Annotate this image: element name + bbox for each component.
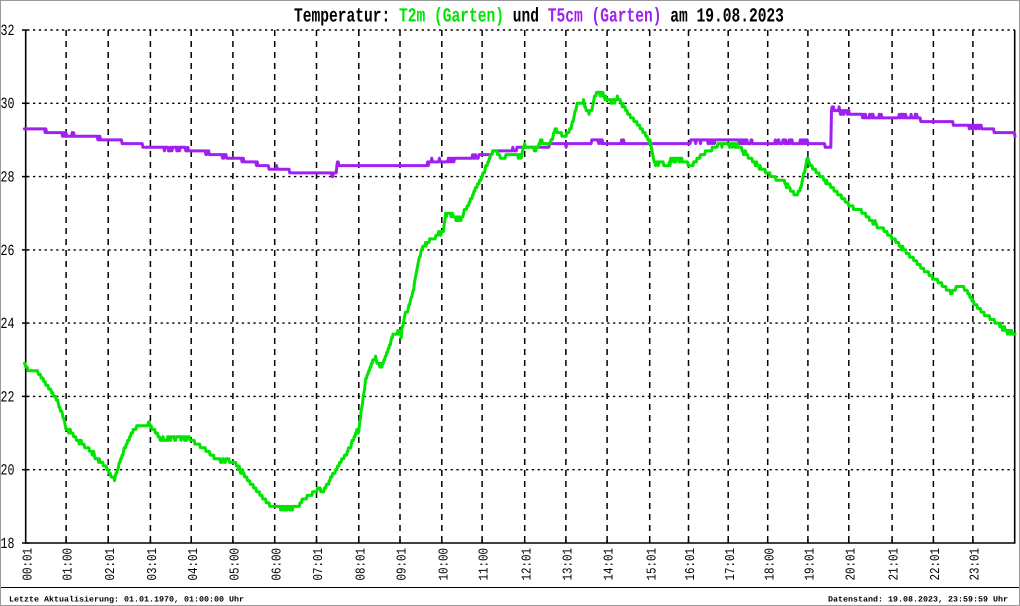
svg-text:30: 30: [1, 95, 15, 113]
svg-text:26: 26: [1, 242, 15, 260]
svg-text:11:00: 11:00: [478, 548, 493, 581]
svg-text:24: 24: [1, 315, 15, 333]
svg-text:am 19.08.2023: am 19.08.2023: [670, 5, 784, 28]
svg-text:T2m (Garten): T2m (Garten): [399, 5, 504, 28]
svg-text:und: und: [513, 5, 539, 28]
svg-text:Letzte Aktualisierung: 01.01.1: Letzte Aktualisierung: 01.01.1970, 01:00…: [9, 596, 244, 605]
svg-text:T5cm (Garten): T5cm (Garten): [548, 5, 662, 28]
svg-text:00:01: 00:01: [21, 548, 36, 581]
svg-text:01:00: 01:00: [62, 548, 77, 581]
svg-text:03:01: 03:01: [146, 548, 161, 581]
svg-text:19:01: 19:01: [804, 548, 819, 581]
svg-text:15:01: 15:01: [645, 548, 660, 581]
svg-text:08:01: 08:01: [354, 548, 369, 581]
svg-text:20: 20: [1, 462, 15, 480]
svg-text:28: 28: [1, 169, 15, 187]
svg-text:16:01: 16:01: [684, 548, 699, 581]
svg-text:04:01: 04:01: [187, 548, 202, 581]
svg-text:14:01: 14:01: [603, 548, 618, 581]
svg-text:07:01: 07:01: [312, 548, 327, 581]
svg-text:20:01: 20:01: [844, 548, 859, 581]
svg-text:Datenstand: 19.08.2023, 23:59:: Datenstand: 19.08.2023, 23:59:59 Uhr: [828, 596, 1008, 605]
svg-text:06:00: 06:00: [270, 548, 285, 581]
svg-text:21:01: 21:01: [888, 548, 903, 581]
svg-text:09:01: 09:01: [396, 548, 411, 581]
svg-text:13:01: 13:01: [562, 548, 577, 581]
svg-text:18: 18: [1, 535, 15, 553]
svg-text:Temperatur:: Temperatur:: [294, 5, 390, 28]
svg-text:22:01: 22:01: [929, 548, 944, 581]
svg-text:23:01: 23:01: [969, 548, 984, 581]
svg-text:22: 22: [1, 388, 15, 406]
svg-text:17:01: 17:01: [724, 548, 739, 581]
svg-text:05:00: 05:00: [229, 548, 244, 581]
svg-text:12:01: 12:01: [520, 548, 535, 581]
svg-text:10:00: 10:00: [437, 548, 452, 581]
svg-text:02:01: 02:01: [104, 548, 119, 581]
svg-text:32: 32: [1, 22, 15, 40]
svg-text:18:00: 18:00: [763, 548, 778, 581]
